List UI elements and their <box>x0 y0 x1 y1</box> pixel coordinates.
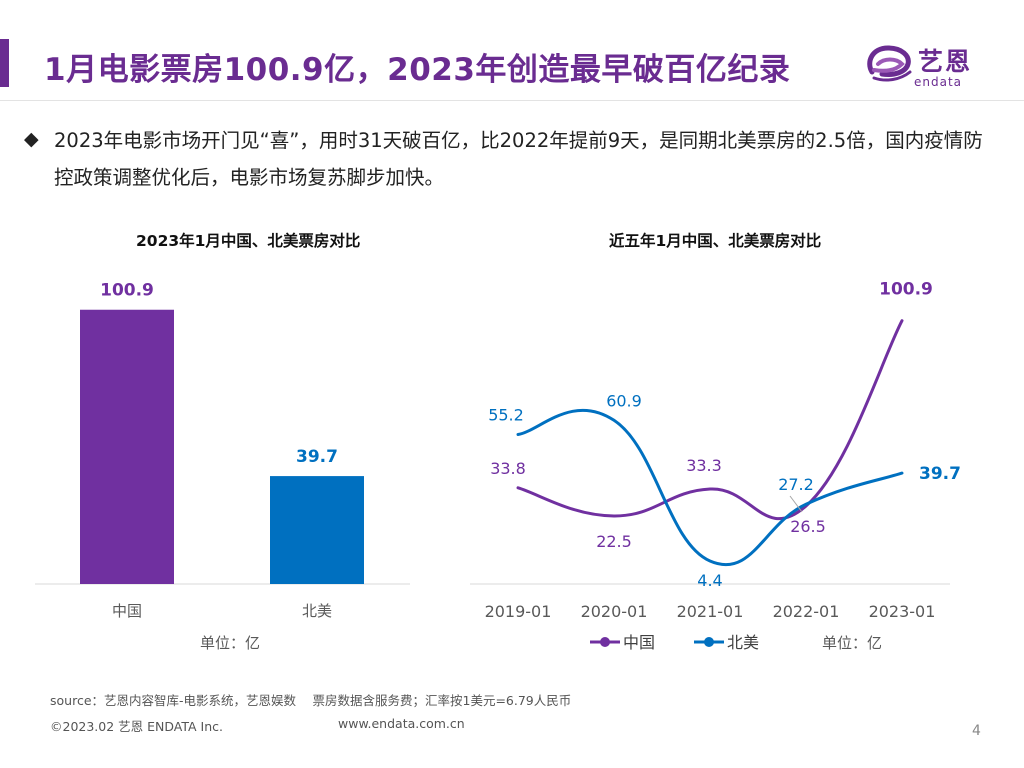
bar-category-label: 北美 <box>302 602 332 620</box>
line-point-label-china: 22.5 <box>596 532 632 551</box>
line-x-tick-label: 2020-01 <box>581 602 648 621</box>
website-url: www.endata.com.cn <box>338 716 465 731</box>
line-point-label-north-america: 39.7 <box>919 464 961 484</box>
line-x-tick-label: 2022-01 <box>773 602 840 621</box>
copyright: ©2023.02 艺恩 ENDATA Inc. <box>50 719 224 734</box>
line-point-label-north-america: 4.4 <box>697 571 722 590</box>
line-point-label-north-america: 60.9 <box>606 391 642 410</box>
line-point-label-china: 33.3 <box>686 456 722 475</box>
line-unit-label: 单位：亿 <box>822 634 882 652</box>
bar-category-label: 中国 <box>112 602 142 620</box>
bar-unit-label: 单位：亿 <box>200 634 260 652</box>
page-number: 4 <box>972 723 981 739</box>
line-point-label-china: 100.9 <box>879 280 933 300</box>
logo-english-text: endata <box>914 75 963 89</box>
page-title: 1月电影票房100.9亿，2023年创造最早破百亿纪录 <box>44 52 791 88</box>
bar-chart-title: 2023年1月中国、北美票房对比 <box>136 232 361 250</box>
line-x-tick-label: 2021-01 <box>677 602 744 621</box>
title-divider <box>0 100 1024 101</box>
legend-label-china: 中国 <box>623 633 655 652</box>
legend-label-north-america: 北美 <box>727 633 759 652</box>
line-x-tick-label: 2019-01 <box>485 602 552 621</box>
logo-chinese-text: 艺恩 <box>918 47 973 76</box>
line-x-tick-label: 2023-01 <box>869 602 936 621</box>
legend-marker-china <box>600 637 610 647</box>
line-chart: 33.8 22.5 33.3 26.5 100.9 55.2 60.9 4.4 27.2 39.7… <box>470 280 961 652</box>
bar-north-america <box>270 476 364 584</box>
endata-logo: 艺恩 endata <box>864 42 988 92</box>
line-series-china <box>516 319 904 521</box>
title-accent-bar <box>0 39 9 87</box>
line-point-label-north-america: 27.2 <box>778 475 814 494</box>
line-series-north-america <box>516 408 904 567</box>
line-point-label-china: 26.5 <box>790 517 826 536</box>
line-chart-title: 近五年1月中国、北美票房对比 <box>609 232 822 250</box>
line-point-label-china: 33.8 <box>490 459 526 478</box>
bar-value-label: 100.9 <box>100 281 154 301</box>
source-note: source：艺恩内容智库-电影系统，艺恩娱数 票房数据含服务费；汇率按1美元=… <box>50 693 572 708</box>
line-point-label-north-america: 55.2 <box>488 406 524 425</box>
bar-china <box>80 309 174 584</box>
diamond-bullet-icon: ◆ <box>24 128 39 150</box>
endata-logo-icon <box>867 45 912 82</box>
bar-value-label: 39.7 <box>296 447 338 467</box>
summary-text: 2023年电影市场开门见“喜”，用时31天破百亿，比2022年提前9天，是同期北… <box>54 129 983 189</box>
label-leader-line <box>789 495 803 513</box>
legend-marker-north-america <box>704 637 714 647</box>
